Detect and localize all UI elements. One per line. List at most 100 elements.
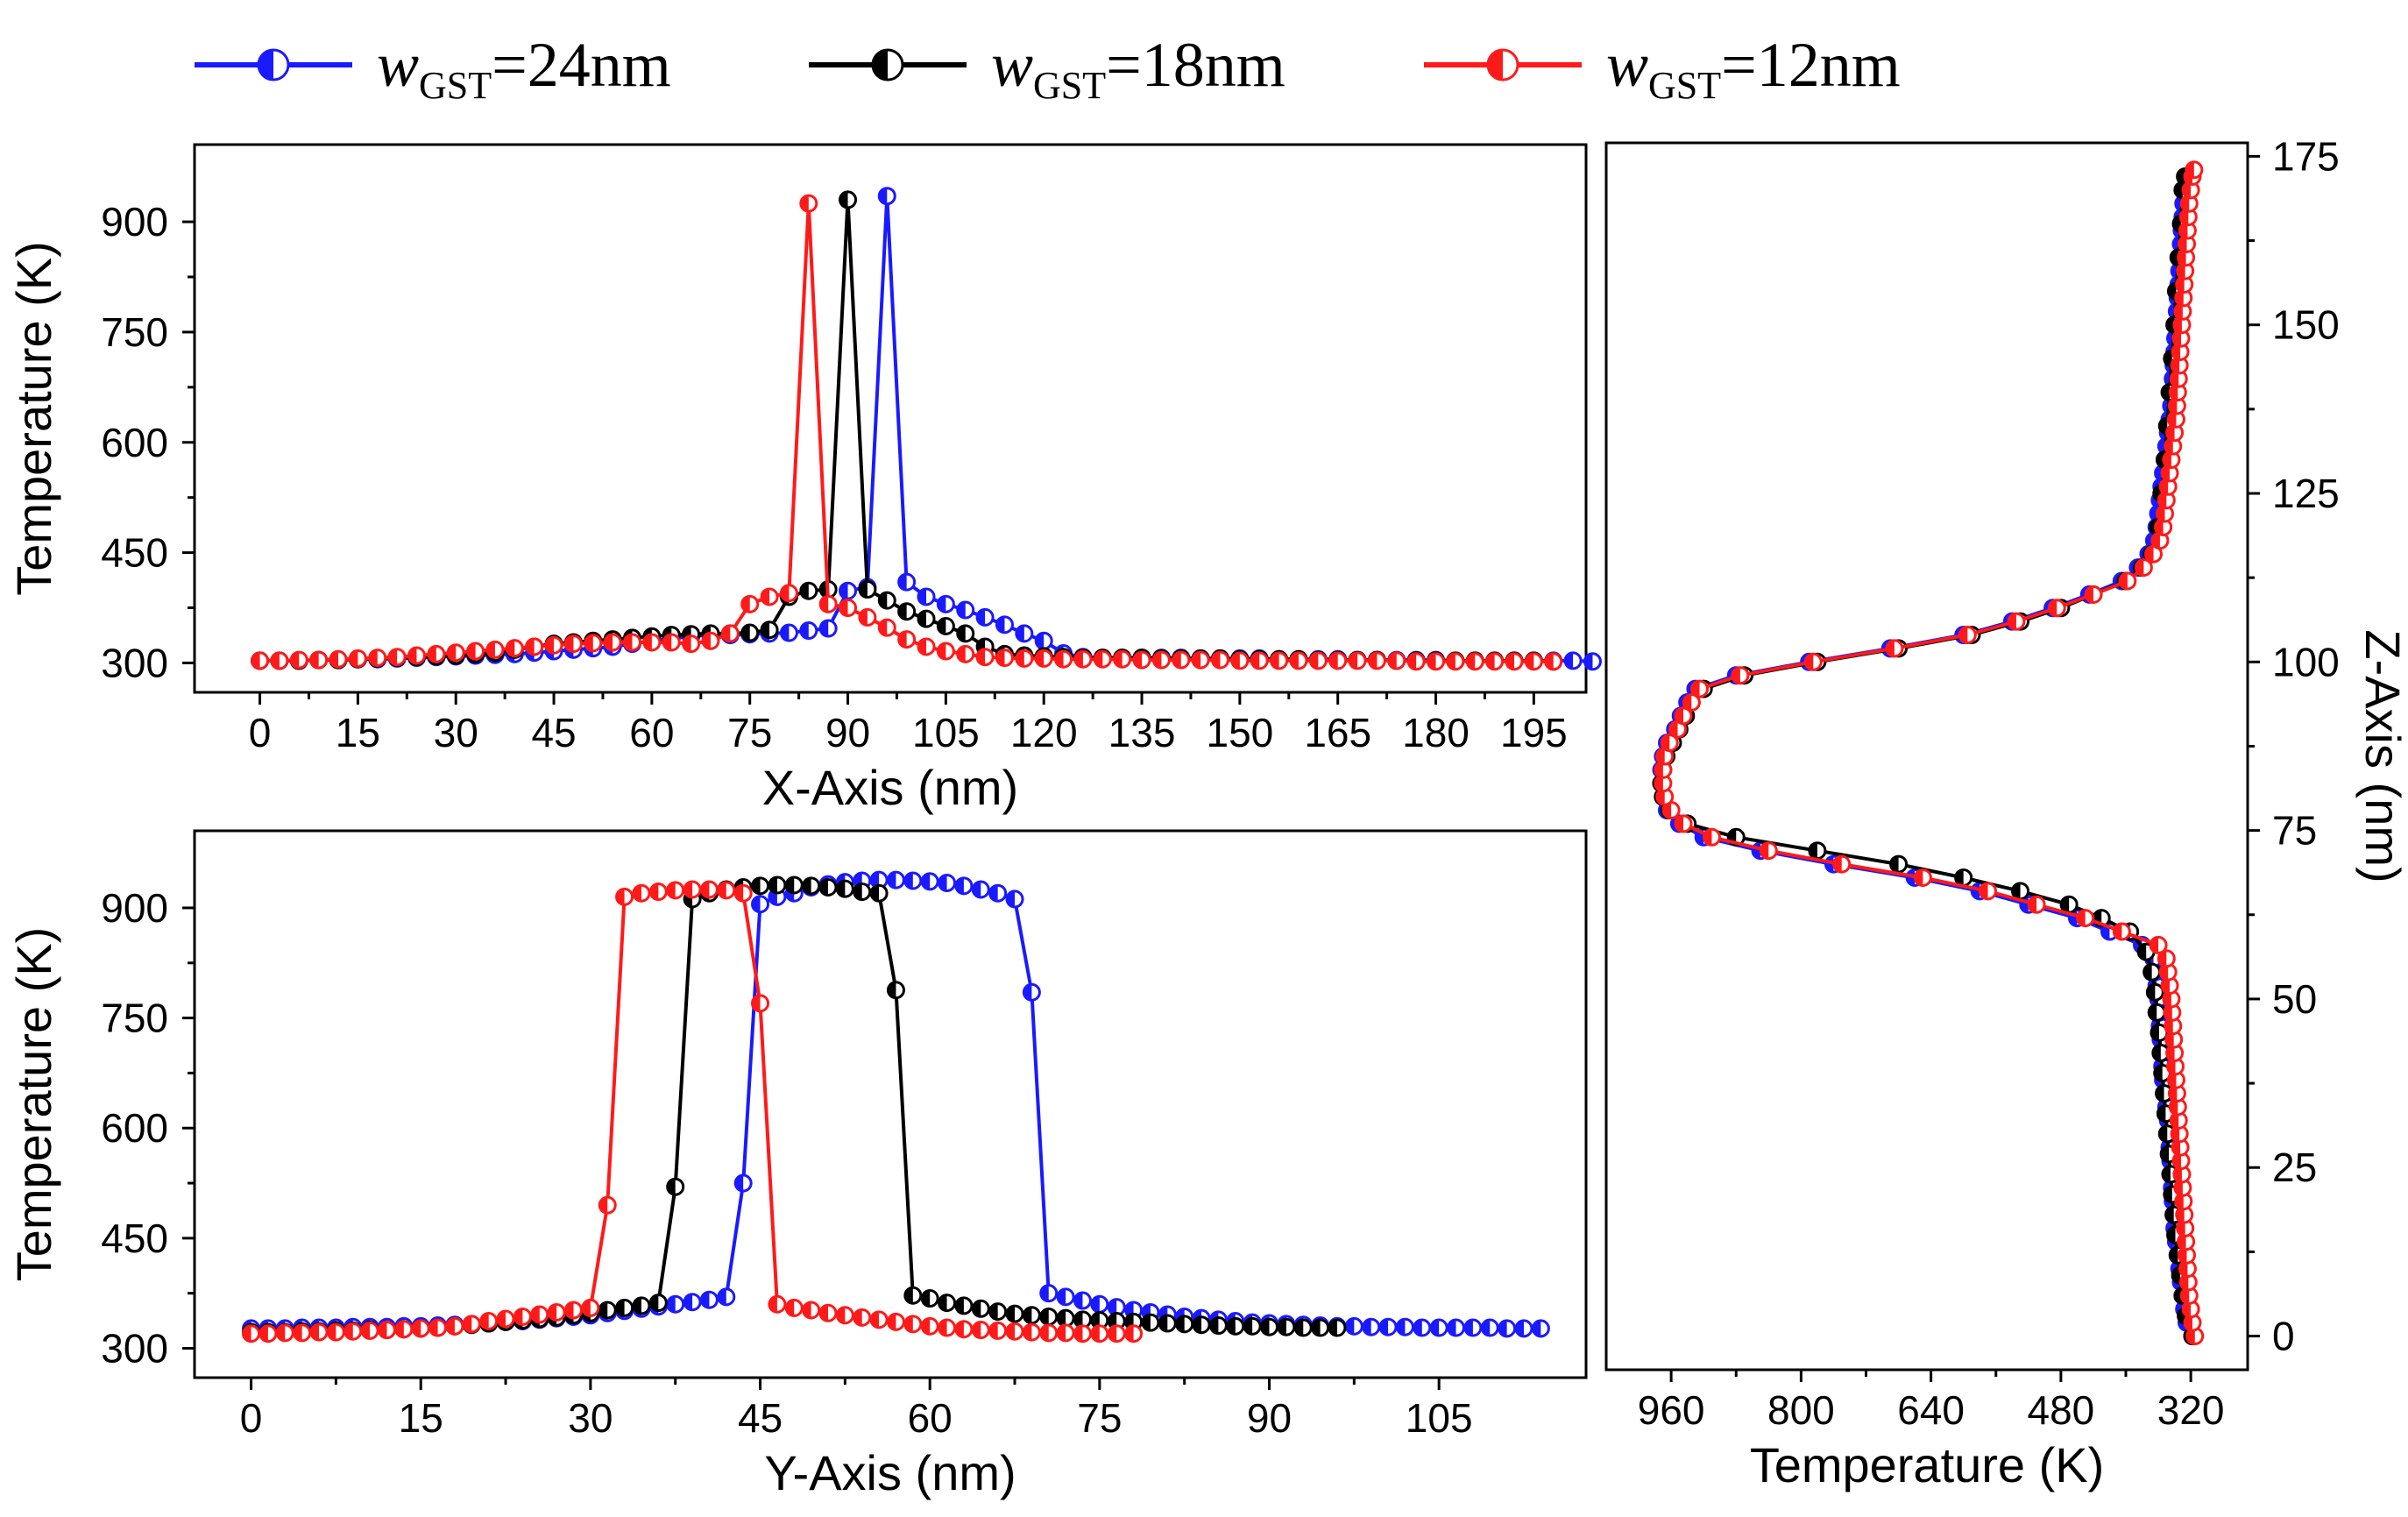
data-point <box>1480 1318 1499 1337</box>
data-point <box>938 1318 957 1337</box>
x-tick-label: 135 <box>1108 710 1176 755</box>
panel-y-axis-temperature: 0 15 30 45 60 75 90 105 300 450 600 750 900 Y-Axis (n… <box>6 829 1588 1500</box>
data-point <box>1674 706 1693 726</box>
data-point <box>2142 962 2162 982</box>
data-point <box>1226 1316 1245 1336</box>
data-point <box>1348 651 1367 670</box>
data-point <box>858 580 877 599</box>
data-point <box>835 879 854 898</box>
x-tick-label: 480 <box>2028 1387 2095 1433</box>
legend: wGST=24nm wGST=18nm wGST=12nm <box>195 30 1901 107</box>
data-point <box>1978 882 1997 901</box>
x-tick-label: 165 <box>1304 710 1371 755</box>
data-point <box>740 594 760 613</box>
y-tick-label: 25 <box>2272 1145 2317 1190</box>
data-point <box>733 883 753 903</box>
data-point <box>666 1294 685 1314</box>
data-point <box>2011 882 2030 901</box>
data-point <box>886 981 905 1000</box>
data-point <box>1022 982 1041 1002</box>
data-point <box>1073 1310 1092 1329</box>
data-point <box>956 624 975 643</box>
x-tick-label: 75 <box>1077 1395 1122 1441</box>
data-point <box>1311 1318 1330 1337</box>
data-point <box>1039 1323 1059 1343</box>
data-point <box>1260 1317 1279 1336</box>
data-point <box>2175 275 2194 294</box>
y-axis-title: Temperature (K) <box>6 241 61 596</box>
data-point <box>603 633 622 652</box>
data-point <box>1889 854 1909 874</box>
data-point <box>1250 651 1269 670</box>
data-point <box>988 1321 1008 1340</box>
legend-label: wGST=12nm <box>1606 30 1901 107</box>
data-point <box>411 1319 430 1338</box>
data-point <box>1505 652 1524 671</box>
data-point <box>1682 692 1701 712</box>
data-point <box>2176 1218 2195 1237</box>
data-point <box>2112 922 2131 941</box>
data-point <box>995 615 1014 634</box>
plot-frame <box>193 829 1588 1379</box>
data-point <box>1446 652 1465 671</box>
data-point <box>784 1298 804 1317</box>
data-point <box>2176 261 2195 280</box>
legend-entry-2: wGST=12nm <box>1424 30 1901 107</box>
data-point <box>2172 315 2192 335</box>
data-point <box>377 1321 396 1340</box>
data-point <box>839 190 858 209</box>
data-point <box>289 650 308 670</box>
data-point <box>917 587 936 606</box>
data-point <box>971 880 990 899</box>
x-tick-label: 150 <box>1206 710 1273 755</box>
data-point <box>720 624 740 643</box>
data-point <box>1034 631 1053 650</box>
panel-x-axis-temperature: 0 15 30 45 60 75 90 105 120 135 150 165 180 195 300 450… <box>6 143 1602 815</box>
data-point <box>1447 1318 1466 1337</box>
x-tick-label: 30 <box>568 1395 613 1441</box>
series-line <box>1660 176 2194 1337</box>
data-point <box>2165 423 2185 443</box>
series-0 <box>242 870 1550 1338</box>
data-point <box>954 1296 974 1315</box>
data-point <box>751 895 770 914</box>
data-point <box>2178 221 2197 240</box>
data-point <box>917 637 936 656</box>
data-point <box>485 640 505 659</box>
data-point <box>936 642 955 661</box>
data-point <box>1759 841 1778 861</box>
data-point <box>799 194 818 213</box>
series-line <box>1661 169 2197 1336</box>
data-point <box>858 607 877 627</box>
data-point <box>897 602 917 621</box>
series-line <box>259 197 1554 663</box>
x-tick-label: 45 <box>738 1395 783 1441</box>
series-line <box>251 883 1337 1335</box>
data-point <box>683 1293 702 1312</box>
data-point <box>1655 747 1675 766</box>
data-point <box>1660 734 1679 753</box>
data-point <box>1208 1316 1228 1336</box>
data-point <box>496 1309 515 1329</box>
data-point <box>853 883 872 902</box>
data-point <box>1514 1319 1533 1338</box>
data-point <box>897 630 917 649</box>
data-point <box>615 887 634 906</box>
x-tick-label: 60 <box>908 1395 953 1441</box>
data-point <box>1427 652 1446 671</box>
x-tick-label: 0 <box>240 1395 263 1441</box>
data-point <box>648 883 668 902</box>
data-point <box>920 1316 939 1336</box>
data-point <box>1022 1306 1041 1325</box>
data-point <box>2134 558 2153 578</box>
data-point <box>802 1301 821 1320</box>
data-point <box>648 1294 668 1313</box>
data-point <box>1668 720 1688 739</box>
data-point <box>717 1287 736 1307</box>
data-point <box>975 648 995 667</box>
data-point <box>259 1324 278 1343</box>
data-point <box>1090 1294 1109 1314</box>
data-point <box>2171 329 2191 348</box>
data-point <box>584 634 603 653</box>
data-point <box>466 642 485 661</box>
